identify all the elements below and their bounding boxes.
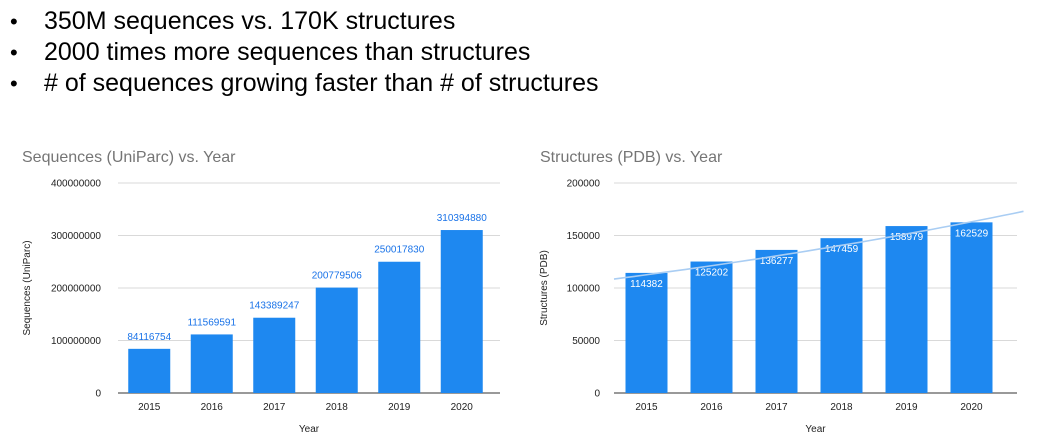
sequences-data-label: 200779506 [312, 271, 362, 282]
structures-y-tick-label: 150000 [567, 231, 601, 242]
structures-bar [820, 238, 863, 393]
bullet-dot: • [10, 39, 18, 65]
structures-bar [885, 226, 928, 393]
structures-y-axis-title: Structures (PDB) [539, 250, 550, 326]
sequences-y-tick-label: 0 [95, 389, 101, 400]
sequences-data-label: 84116754 [127, 332, 171, 343]
sequences-x-tick-label: 2020 [451, 402, 474, 413]
bullet-text: # of sequences growing faster than # of … [44, 69, 599, 97]
bullet-text: 2000 times more sequences than structure… [44, 38, 531, 66]
bullet-list: • 350M sequences vs. 170K structures • 200… [10, 6, 598, 99]
structures-y-tick-label: 100000 [567, 284, 601, 295]
structures-bar [690, 261, 733, 393]
structures-bar [950, 222, 993, 393]
sequences-data-label: 143389247 [249, 301, 299, 312]
bullet-dot: • [10, 70, 18, 96]
sequences-x-tick-label: 2018 [326, 402, 349, 413]
sequences-y-tick-label: 300000000 [51, 231, 101, 242]
structures-y-tick-label: 200000 [567, 179, 601, 190]
structures-data-label: 158979 [890, 232, 924, 243]
bullet-item: • # of sequences growing faster than # of… [10, 68, 598, 99]
sequences-bar [190, 334, 233, 393]
sequences-y-tick-label: 400000000 [51, 179, 101, 190]
structures-x-tick-label: 2016 [700, 402, 723, 413]
structures-x-tick-label: 2018 [830, 402, 853, 413]
sequences-y-tick-label: 200000000 [51, 284, 101, 295]
sequences-x-tick-label: 2016 [201, 402, 224, 413]
sequences-y-tick-label: 100000000 [51, 336, 101, 347]
sequences-data-label: 310394880 [437, 213, 487, 224]
sequences-y-axis-title: Sequences (UniParc) [22, 240, 33, 335]
structures-x-tick-label: 2015 [635, 402, 658, 413]
sequences-chart-title: Sequences (UniParc) vs. Year [22, 149, 236, 166]
structures-trendline [613, 210, 1024, 280]
sequences-x-tick-label: 2019 [388, 402, 411, 413]
structures-chart-title: Structures (PDB) vs. Year [540, 149, 723, 166]
sequences-data-label: 250017830 [374, 245, 424, 256]
sequences-x-tick-label: 2017 [263, 402, 286, 413]
bullet-dot: • [10, 8, 18, 34]
structures-x-tick-label: 2017 [765, 402, 788, 413]
sequences-data-label: 111569591 [187, 317, 236, 328]
structures-x-axis-title: Year [805, 424, 826, 435]
structures-x-tick-label: 2020 [960, 402, 983, 413]
sequences-bar [440, 230, 483, 393]
structures-data-label: 162529 [955, 228, 989, 239]
bullet-text: 350M sequences vs. 170K structures [44, 7, 456, 35]
bullet-item: • 350M sequences vs. 170K structures [10, 6, 598, 37]
structures-data-label: 114382 [630, 279, 663, 290]
structures-y-tick-label: 0 [594, 389, 600, 400]
sequences-bar [378, 261, 421, 393]
sequences-x-tick-label: 2015 [138, 402, 161, 413]
structures-data-label: 136277 [760, 256, 794, 267]
structures-y-tick-label: 50000 [572, 336, 600, 347]
sequences-x-axis-title: Year [299, 424, 320, 435]
structures-data-label: 125202 [695, 268, 729, 279]
bullet-item: • 2000 times more sequences than structur… [10, 37, 598, 68]
structures-bar [625, 272, 668, 393]
structures-data-label: 147459 [825, 244, 859, 255]
sequences-bar [315, 287, 358, 393]
sequences-bar [253, 317, 296, 393]
structures-bar [755, 249, 798, 393]
sequences-bar [128, 348, 171, 393]
structures-x-tick-label: 2019 [895, 402, 918, 413]
